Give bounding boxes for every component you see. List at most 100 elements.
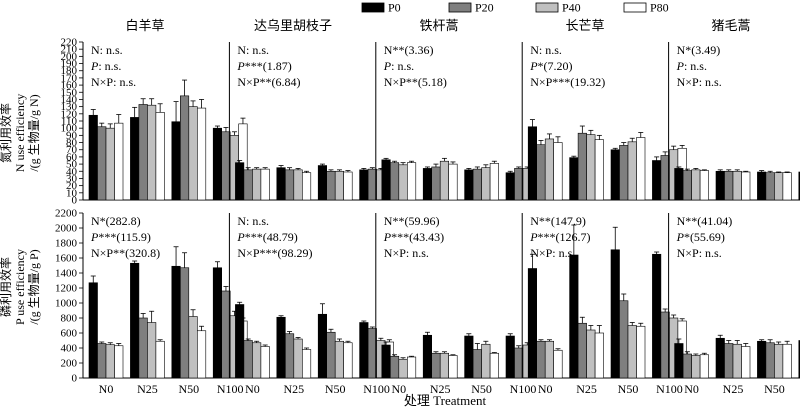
legend-item-p20: P20 bbox=[448, 1, 494, 15]
bar-n25-p0 bbox=[715, 337, 725, 379]
species-title-2: 铁杆蒿 bbox=[419, 18, 458, 33]
bar-n50-p40 bbox=[481, 343, 491, 379]
y-tick-label-0-3: 30 bbox=[66, 173, 78, 185]
bar-n0-p40 bbox=[105, 344, 115, 379]
bar-n25-p40 bbox=[293, 338, 303, 379]
panel-1-3: N**(147.9) P***(126.7) N×P: n.s. N0 N25 N50 N1… bbox=[521, 213, 687, 396]
bar-n0-p20 bbox=[389, 355, 400, 379]
x-axis-title: 处理 Treatment bbox=[404, 393, 487, 408]
bar-n50-p0 bbox=[757, 340, 767, 379]
bar-n25-p80 bbox=[594, 139, 604, 201]
y-tick-label-1-10: 2000 bbox=[55, 223, 78, 235]
bar-n50-p20 bbox=[619, 300, 629, 379]
bar-n50-p80 bbox=[782, 172, 792, 201]
bar-n0-p80 bbox=[699, 354, 709, 379]
bar-n25-p40 bbox=[439, 160, 450, 201]
x-tick-label-n100: N100 bbox=[510, 382, 537, 396]
y-tick-label-1-9: 1800 bbox=[55, 238, 78, 250]
stat-label-0: N**(3.36) bbox=[384, 43, 434, 57]
bar-n0-p20 bbox=[97, 126, 107, 201]
legend-item-p0: P0 bbox=[361, 1, 401, 15]
panel-1-0: N*(282.8) P***(115.9) N×P**(320.8) N0 N25 N50… bbox=[82, 213, 248, 396]
bar-n0-p0 bbox=[235, 162, 245, 201]
stat-label-0: N*(282.8) bbox=[91, 214, 141, 228]
bar-n50-p20 bbox=[472, 168, 482, 201]
x-tick-label-n0: N0 bbox=[538, 382, 553, 396]
bar-n25-p40 bbox=[586, 134, 596, 201]
bar-n100-p0 bbox=[505, 172, 515, 201]
y-tick-label-0-20: 200 bbox=[61, 51, 78, 63]
y-tick-label-0-9: 90 bbox=[66, 130, 78, 142]
bar-n50-p40 bbox=[627, 141, 637, 201]
bar-n25-p80 bbox=[741, 171, 751, 201]
stat-label-2: N×P**(320.8) bbox=[91, 246, 160, 260]
bar-n50-p0 bbox=[171, 265, 181, 379]
y-tick-label-0-0: 0 bbox=[72, 195, 78, 207]
bar-n0-p40 bbox=[398, 358, 408, 379]
bar-n0-p20 bbox=[243, 340, 253, 379]
x-tick-label-n25: N25 bbox=[137, 382, 158, 396]
bar-n50-p40 bbox=[481, 167, 491, 201]
bar-n0-p20 bbox=[243, 169, 253, 201]
y-tick-label-0-11: 110 bbox=[61, 116, 78, 128]
legend-swatch-p20 bbox=[448, 2, 472, 13]
stat-label-0: N*(3.49) bbox=[677, 43, 721, 57]
y-tick-label-0-2: 20 bbox=[66, 180, 78, 192]
bar-n25-p0 bbox=[569, 157, 579, 201]
stat-label-2: N×P**(6.84) bbox=[237, 75, 300, 89]
legend-swatch-p40 bbox=[535, 2, 559, 13]
bar-n0-p40 bbox=[691, 169, 701, 201]
y-tick-label-0-5: 50 bbox=[66, 159, 78, 171]
stat-label-1: P*(55.69) bbox=[676, 230, 725, 244]
bar-n50-p20 bbox=[472, 349, 482, 379]
y-title-p-en: P use efficiency bbox=[13, 249, 27, 325]
panel-1-2: N**(59.96) P***(43.43) N×P: n.s. N0 N25 N50 N1… bbox=[375, 213, 541, 396]
stat-label-0: N: n.s. bbox=[237, 43, 269, 57]
bar-n0-p0 bbox=[88, 114, 98, 201]
bar-n50-p80 bbox=[636, 137, 646, 201]
bar-n50-p20 bbox=[326, 331, 336, 379]
stat-label-0: N: n.s. bbox=[237, 214, 269, 228]
bar-n50-p0 bbox=[464, 335, 474, 379]
y-title-n-cn: 氮利用效率 bbox=[0, 103, 13, 163]
y-tick-label-0-21: 210 bbox=[61, 44, 78, 56]
bar-n0-p20 bbox=[682, 353, 692, 379]
x-tick-label-n0: N0 bbox=[391, 382, 406, 396]
bar-n25-p20 bbox=[724, 170, 734, 201]
plot-area: 0102030405060708090100110120130140150160… bbox=[55, 37, 800, 396]
bar-n50-p20 bbox=[180, 267, 190, 379]
y-title-n-en: N use efficiency bbox=[13, 94, 27, 172]
y-tick-label-1-2: 400 bbox=[61, 343, 78, 355]
bar-n100-p0 bbox=[505, 335, 515, 379]
stat-label-0: N: n.s. bbox=[530, 43, 562, 57]
bar-n25-p20 bbox=[577, 132, 587, 201]
y-tick-label-1-1: 200 bbox=[61, 358, 78, 370]
bar-n0-p80 bbox=[260, 346, 270, 379]
bar-n25-p0 bbox=[422, 334, 433, 379]
bar-n100-p0 bbox=[359, 322, 369, 379]
bar-n25-p80 bbox=[448, 163, 458, 201]
bar-n25-p20 bbox=[284, 333, 295, 379]
bar-n25-p0 bbox=[130, 117, 140, 201]
bar-n0-p0 bbox=[381, 344, 391, 379]
y-tick-label-1-7: 1400 bbox=[55, 268, 78, 280]
bar-n50-p80 bbox=[343, 171, 353, 201]
y-tick-label-0-7: 70 bbox=[66, 144, 78, 156]
bar-n0-p80 bbox=[406, 162, 417, 201]
x-tick-label-n100: N100 bbox=[363, 382, 390, 396]
y-tick-label-0-12: 120 bbox=[61, 108, 78, 120]
bar-n25-p0 bbox=[569, 254, 579, 379]
y-tick-label-0-6: 60 bbox=[66, 151, 78, 163]
stat-label-1: P***(48.79) bbox=[236, 230, 297, 244]
bar-n50-p0 bbox=[317, 165, 328, 201]
bar-n50-p20 bbox=[765, 172, 775, 201]
species-title-0: 白羊草 bbox=[125, 18, 164, 33]
panel-0-3: N: n.s. P*(7.20) N×P***(19.32) bbox=[521, 42, 687, 201]
bar-n50-p0 bbox=[610, 249, 620, 379]
bar-n0-p40 bbox=[544, 138, 555, 201]
stat-label-2: N×P: n.s. bbox=[677, 75, 722, 89]
bar-n25-p20 bbox=[724, 343, 734, 379]
x-tick-label-n100: N100 bbox=[656, 382, 683, 396]
bar-n25-p20 bbox=[431, 352, 441, 379]
